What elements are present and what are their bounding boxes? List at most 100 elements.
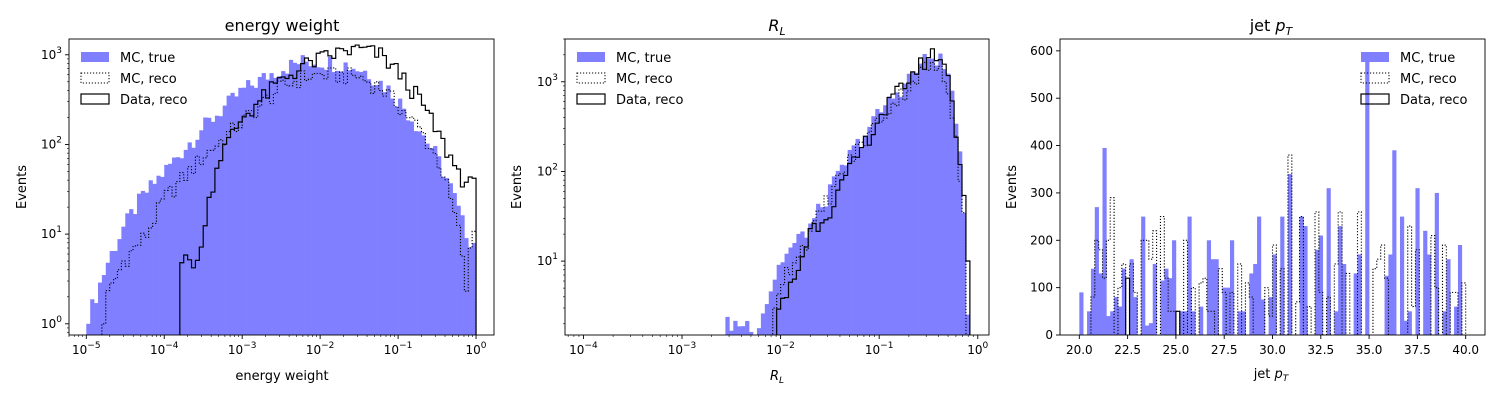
series0-bar: [90, 299, 95, 335]
series0-bar: [312, 64, 317, 335]
panel3-plot: 20.0 22.5 25.0 27.5 30.0 32.5 35.0 37.5 40.0 0 100…: [1030, 38, 1486, 357]
series0-bar: [1268, 297, 1273, 335]
series0-bar: [331, 72, 337, 335]
series0-bar: [339, 71, 344, 335]
series0-bar: [804, 237, 809, 335]
legend-swatch-0: [577, 52, 605, 62]
series0-bar: [926, 58, 931, 335]
series0-bar: [910, 71, 915, 335]
series0-bar: [1241, 311, 1246, 335]
panel1-xlabel: energy weight: [235, 369, 328, 384]
series0-bar: [800, 231, 805, 335]
series0-bar: [788, 247, 793, 335]
panel2-ylabel: Events: [510, 165, 525, 209]
series0-bar: [725, 316, 730, 335]
series0-bar: [468, 247, 473, 335]
series0-bar: [1160, 280, 1165, 335]
series0-bar: [160, 176, 165, 335]
series0-bar: [1415, 188, 1420, 335]
series0-bar: [1342, 263, 1347, 335]
series0-bar: [433, 146, 438, 335]
series0-bar: [1334, 311, 1339, 335]
series0-bar: [1326, 188, 1331, 335]
panel3-xlabel: jet pT: [1253, 367, 1290, 384]
series0-bar: [296, 64, 301, 335]
series0-bar: [382, 92, 387, 335]
series0-bar: [421, 135, 426, 335]
series0-bar: [359, 71, 364, 335]
series0-bar: [1454, 306, 1459, 335]
panel2-title-base: R: [768, 16, 779, 35]
series0-bar: [304, 61, 309, 335]
series0-bar: [199, 130, 204, 335]
panel3-ylabel: Events: [1005, 165, 1020, 209]
series0-bar: [101, 275, 107, 335]
series0-bar: [444, 178, 450, 335]
series0-bar: [140, 190, 146, 335]
series0-bar: [776, 264, 781, 335]
x-tick-label: 10−5: [72, 341, 101, 357]
series0-bar: [230, 92, 235, 335]
series0-bar: [1457, 245, 1463, 335]
series0-bar: [934, 65, 939, 335]
series0-bar: [413, 131, 418, 335]
series0-bar: [1315, 249, 1320, 335]
series0-bar: [316, 67, 321, 335]
series1-line: [101, 67, 477, 335]
series0-bar: [1318, 235, 1324, 335]
series0-bar: [950, 90, 955, 335]
x-tick-label: 100: [466, 341, 487, 357]
series0-bar: [875, 109, 880, 335]
series0-bar: [409, 121, 414, 335]
series0-bar: [1434, 192, 1439, 335]
series0-bar: [737, 326, 742, 335]
series0-bar: [827, 184, 833, 335]
y-tick-label: 300: [1030, 186, 1053, 200]
series0-bar: [898, 96, 904, 335]
panel2-xlabel: RL: [770, 369, 784, 386]
series0-bar: [839, 164, 844, 335]
series0-bar: [741, 326, 746, 335]
series0-bar: [86, 323, 91, 335]
legend-label-2: Data, reco: [616, 93, 684, 108]
series0-bar: [1388, 254, 1393, 335]
panel3-title: jet pT: [1249, 16, 1294, 38]
series0-bar: [378, 80, 383, 335]
series0-bar: [207, 117, 212, 335]
legend-swatch-0: [1361, 52, 1389, 62]
series0-bar: [105, 262, 110, 335]
series0-bar: [175, 157, 181, 335]
x-tick-label: 25.0: [1163, 343, 1190, 357]
series0-bar: [288, 59, 294, 335]
series0-bar: [452, 193, 457, 335]
series0-bar: [1094, 207, 1099, 335]
series0-bar: [308, 66, 313, 335]
series0-bar: [125, 213, 130, 335]
series0-bar: [191, 147, 196, 335]
series0-bar: [1141, 216, 1146, 335]
series0-bar: [265, 79, 270, 335]
series0-bar: [1098, 273, 1103, 335]
series0-bar: [183, 149, 188, 335]
series0-bar: [946, 73, 951, 335]
series0-bar: [425, 143, 430, 335]
series0-bar: [902, 83, 908, 335]
series0-bar: [269, 73, 274, 335]
series0-bar: [195, 139, 200, 335]
series0-bar: [148, 180, 153, 335]
series0-bar: [883, 105, 888, 335]
series0-bar: [1210, 259, 1215, 335]
series0-bar: [1145, 325, 1150, 335]
series0-bar: [109, 251, 114, 335]
series0-bar: [277, 76, 282, 335]
series0-bar: [851, 145, 856, 335]
series0-bar: [1442, 311, 1447, 335]
legend-swatch-0: [81, 52, 109, 62]
series0-bar: [374, 85, 379, 335]
series0-bar: [859, 147, 864, 335]
series0-bar: [1114, 297, 1119, 335]
legend-label-1: MC, reco: [120, 72, 177, 87]
series0-bar: [764, 304, 770, 335]
series0-bar: [1403, 320, 1409, 335]
